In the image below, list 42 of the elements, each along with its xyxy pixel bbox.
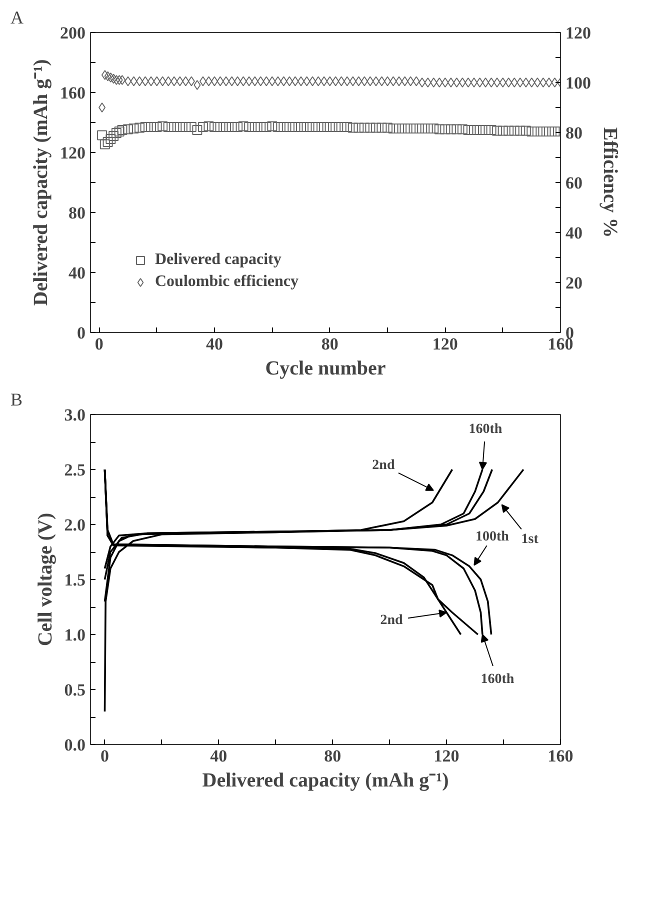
y2-tick-label: 100: [566, 74, 591, 92]
x-tick-label: 160: [548, 746, 574, 766]
x-tick-label: 120: [434, 746, 460, 766]
annotation: 2nd: [372, 458, 395, 473]
y-tick-label: 40: [68, 264, 86, 282]
annotation: 160th: [468, 422, 502, 437]
y-tick-label: 1.0: [64, 626, 86, 644]
y-axis-title: Cell voltage (V): [34, 512, 56, 646]
y-tick-label: 2.0: [64, 516, 86, 534]
chart-title: A: [10, 8, 24, 28]
x-tick-label: 80: [324, 746, 342, 766]
y-tick-label: 1.5: [64, 570, 86, 590]
y2-tick-label: 20: [566, 274, 582, 292]
legend-label: Delivered capacity: [155, 251, 282, 269]
y-tick-label: 0.0: [64, 736, 86, 754]
y-tick-label: 200: [60, 24, 86, 42]
y-tick-label: 3.0: [64, 406, 86, 424]
y-axis-title: Delivered capacity (mAh g⁻¹): [30, 59, 52, 306]
chart-title: B: [10, 390, 23, 410]
y-tick-label: 160: [60, 84, 86, 102]
annotation: 2nd: [380, 613, 404, 628]
y2-tick-label: 40: [566, 224, 582, 242]
x-tick-label: 120: [432, 334, 458, 354]
legend-label: Coulombic efficiency: [155, 273, 299, 291]
y-tick-label: 0.5: [64, 680, 86, 700]
y2-tick-label: 120: [566, 24, 591, 42]
y-tick-label: 2.5: [64, 460, 86, 480]
x-axis-title: Delivered capacity (mAh g⁻¹): [202, 770, 449, 792]
annotation: 160th: [480, 672, 514, 687]
annotation: 1st: [521, 532, 539, 548]
x-tick-label: 40: [210, 746, 228, 766]
x-tick-label: 80: [321, 334, 338, 354]
y2-tick-label: 80: [566, 124, 582, 142]
x-tick-label: 0: [100, 746, 109, 766]
x-tick-label: 40: [206, 334, 223, 354]
y2-axis-title: Efficiency %: [599, 127, 621, 238]
x-tick-label: 0: [94, 334, 104, 354]
y2-tick-label: 60: [566, 174, 582, 192]
y-tick-label: 120: [60, 144, 86, 162]
y-tick-label: 80: [68, 204, 86, 222]
annotation: 100th: [475, 530, 510, 545]
x-axis-title: Cycle number: [265, 358, 386, 380]
